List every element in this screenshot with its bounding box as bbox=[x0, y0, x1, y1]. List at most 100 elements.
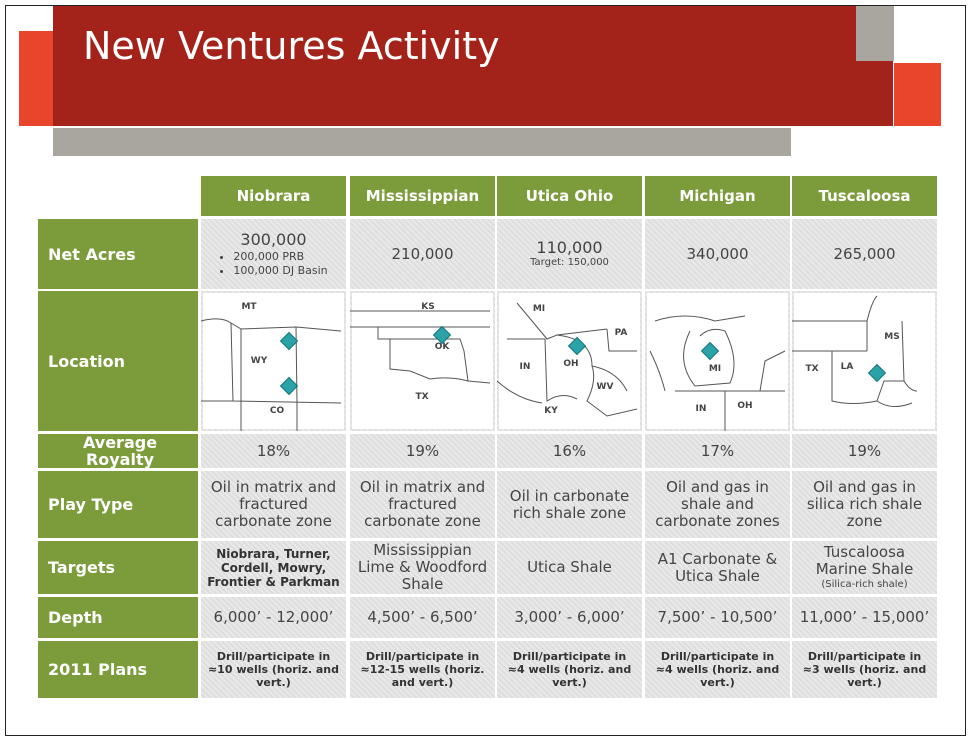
row-label: Targets bbox=[38, 541, 198, 594]
state-border bbox=[683, 328, 735, 387]
state-border bbox=[201, 318, 342, 332]
cell-text: 19% bbox=[847, 441, 882, 460]
table-cell: 6,000’ - 12,000’ bbox=[201, 597, 346, 638]
state-label: IN bbox=[520, 362, 531, 372]
table-cell: 18% bbox=[201, 434, 346, 468]
table-cell: A1 Carbonate & Utica Shale bbox=[645, 541, 790, 594]
column-header-text: Utica Ohio bbox=[525, 186, 614, 205]
location-map: KS OK TX bbox=[350, 293, 493, 429]
state-border bbox=[507, 338, 578, 402]
cell-text: 265,000 bbox=[833, 244, 896, 263]
cell-text: Oil in matrix and fractured carbonate zo… bbox=[210, 478, 337, 530]
table-cell: 17% bbox=[645, 434, 790, 468]
row-label-text: 2011 Plans bbox=[48, 660, 148, 679]
state-label: WY bbox=[251, 356, 268, 366]
map-bg bbox=[647, 293, 788, 429]
table-cell: MI IN OH bbox=[645, 291, 790, 431]
cell-text: Drill/participate in ≈4 wells (horiz. an… bbox=[655, 650, 780, 689]
state-border bbox=[467, 380, 491, 384]
location-map: MS TX LA bbox=[792, 293, 935, 429]
cell-text: 19% bbox=[405, 441, 440, 460]
row-label: Location bbox=[38, 291, 198, 431]
row-label-text: Targets bbox=[48, 558, 116, 577]
table-cell: 265,000 bbox=[792, 219, 937, 289]
cell-text: 18% bbox=[256, 441, 291, 460]
cell-note: Target: 150,000 bbox=[530, 257, 609, 268]
column-header: Michigan bbox=[645, 176, 790, 216]
table-cell: 16% bbox=[497, 434, 642, 468]
cell-notes: Target: 150,000 bbox=[530, 256, 609, 269]
state-border bbox=[831, 350, 913, 407]
row-label-text: Average Royalty bbox=[82, 433, 158, 469]
slide: New Ventures Activity Niobrara Mississipp… bbox=[5, 5, 966, 736]
row-label-text: Depth bbox=[48, 608, 103, 627]
state-label: KS bbox=[421, 302, 434, 312]
map-bg bbox=[352, 293, 493, 429]
play-marker bbox=[700, 341, 720, 361]
cell-text: 11,000’ - 15,000’ bbox=[799, 608, 930, 626]
column-header: Niobrara bbox=[201, 176, 346, 216]
table-cell: 4,500’ - 6,500’ bbox=[350, 597, 495, 638]
table-cell: Oil and gas in shale and carbonate zones bbox=[645, 471, 790, 538]
location-map: MI PA IN OH WV KY bbox=[497, 293, 640, 429]
cell-text: Drill/participate in ≈10 wells (horiz. a… bbox=[207, 650, 340, 689]
column-header: Utica Ohio bbox=[497, 176, 642, 216]
cell-main-text: Tuscaloosa Marine Shale bbox=[815, 543, 914, 578]
map-bg bbox=[203, 293, 344, 429]
table-cell: 110,000 Target: 150,000 bbox=[497, 219, 642, 289]
table-cell: Oil in matrix and fractured carbonate zo… bbox=[201, 471, 346, 538]
row-label: Depth bbox=[38, 597, 198, 638]
row-label: Net Acres bbox=[38, 219, 198, 289]
state-border bbox=[377, 327, 469, 382]
table-cell: 11,000’ - 15,000’ bbox=[792, 597, 937, 638]
column-header-text: Michigan bbox=[679, 186, 756, 205]
row-label-text: Location bbox=[48, 351, 125, 371]
cell-main-text: 110,000 bbox=[536, 238, 603, 257]
table-cell: Drill/participate in ≈4 wells (horiz. an… bbox=[497, 641, 642, 698]
cell-note: (Silica-rich shale) bbox=[821, 579, 908, 590]
cell-text: 16% bbox=[552, 441, 587, 460]
table-cell: Drill/participate in ≈12-15 wells (horiz… bbox=[350, 641, 495, 698]
state-label: IN bbox=[696, 404, 707, 414]
cell-text: Oil in carbonate rich shale zone bbox=[509, 486, 630, 522]
table-cell: Oil in carbonate rich shale zone bbox=[497, 471, 642, 538]
state-border bbox=[606, 328, 637, 352]
play-marker bbox=[279, 331, 299, 351]
cell-text: Oil and gas in silica rich shale zone bbox=[806, 478, 923, 530]
table-cell: Drill/participate in ≈4 wells (horiz. an… bbox=[645, 641, 790, 698]
state-label: CO bbox=[270, 406, 285, 416]
table-cell: Oil in matrix and fractured carbonate zo… bbox=[350, 471, 495, 538]
table-cell: 19% bbox=[792, 434, 937, 468]
play-marker bbox=[279, 376, 299, 396]
cell-text: Drill/participate in ≈4 wells (horiz. an… bbox=[507, 650, 632, 689]
cell-text: 340,000 bbox=[686, 244, 749, 263]
title: New Ventures Activity bbox=[83, 24, 500, 68]
state-border bbox=[759, 350, 786, 392]
location-map: MT WY CO bbox=[201, 293, 344, 431]
row-label: Play Type bbox=[38, 471, 198, 538]
cell-text: Niobrara, Turner, Cordell, Mowry, Fronti… bbox=[207, 546, 340, 589]
row-label: 2011 Plans bbox=[38, 641, 198, 698]
state-label: MS bbox=[884, 332, 899, 342]
state-border bbox=[901, 320, 918, 392]
table-cell: Drill/participate in ≈10 wells (horiz. a… bbox=[201, 641, 346, 698]
map-bg bbox=[499, 293, 640, 429]
cell-text: 7,500’ - 10,500’ bbox=[657, 608, 778, 626]
state-border bbox=[866, 295, 878, 322]
cell-text: 6,000’ - 12,000’ bbox=[213, 608, 334, 626]
cell-text: Drill/participate in ≈3 wells (horiz. an… bbox=[802, 650, 927, 689]
state-border bbox=[591, 365, 628, 392]
column-header-text: Niobrara bbox=[236, 186, 311, 205]
title-underbar bbox=[53, 128, 791, 156]
column-header-text: Mississippian bbox=[365, 186, 480, 205]
table-cell: Utica Shale bbox=[497, 541, 642, 594]
table-cell: Oil and gas in silica rich shale zone bbox=[792, 471, 937, 538]
state-border bbox=[497, 380, 543, 404]
cell-text: 17% bbox=[700, 441, 735, 460]
cell-text: Drill/participate in ≈12-15 wells (horiz… bbox=[360, 650, 485, 689]
cell-text: 210,000 bbox=[391, 244, 454, 263]
state-label: OK bbox=[435, 342, 451, 352]
row-label: Average Royalty bbox=[38, 434, 198, 468]
location-map: MI IN OH bbox=[647, 293, 788, 431]
